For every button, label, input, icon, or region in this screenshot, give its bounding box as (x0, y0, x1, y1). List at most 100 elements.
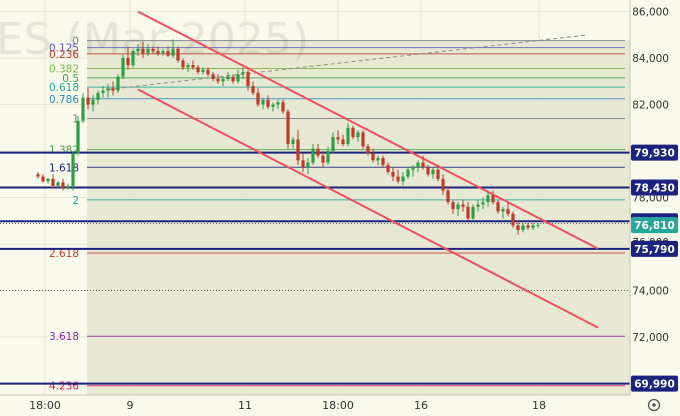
time-tick-label: 18 (532, 399, 546, 412)
candle-body (71, 153, 75, 186)
candle-body (276, 102, 280, 105)
fib-level-label: 3.618 (49, 331, 79, 343)
candle-body (181, 60, 185, 68)
candle-body (386, 164, 390, 172)
symbol-watermark: ES (Mar 2025) (0, 14, 309, 65)
time-tick-labels: 18:00 9 11 18:00 16 18 (29, 399, 546, 412)
fib-level-label: 0.382 (49, 64, 79, 76)
candle-body (176, 48, 180, 61)
candle-body (151, 48, 155, 52)
candle-body (316, 148, 320, 156)
candle-body (156, 51, 160, 54)
candle-body (391, 171, 395, 177)
candle-body (451, 202, 455, 210)
price-badge (631, 144, 678, 161)
candle-body (56, 182, 60, 186)
candle-body (191, 65, 195, 68)
candle-body (371, 153, 375, 161)
candle-body (171, 48, 175, 56)
candle-body (401, 176, 405, 182)
candle-body (291, 139, 295, 145)
candle-body (271, 104, 275, 107)
candle-body (301, 160, 305, 168)
fib-level-label: 0.618 (49, 82, 79, 94)
candle-body (436, 169, 440, 179)
candle-body (441, 178, 445, 191)
candle-body (306, 162, 310, 168)
price-badge (631, 375, 678, 392)
candle-body (376, 158, 380, 161)
candle-body (236, 74, 240, 82)
candle-body (311, 148, 315, 163)
time-tick-label: 18:00 (322, 399, 354, 412)
fib-level-label: 0.125 (49, 43, 79, 55)
candle-body (466, 206, 470, 219)
fib-level-label: 0.236 (49, 49, 79, 61)
fib-level-label: 1 (72, 114, 79, 126)
candle-body (166, 51, 170, 56)
candle-body (381, 158, 385, 165)
candle-body (106, 88, 110, 91)
price-badge (631, 240, 678, 257)
price-badge-label: 69,990 (634, 379, 675, 391)
candle-body (331, 137, 335, 152)
candle-body (231, 76, 235, 82)
candle-body (251, 85, 255, 93)
price-axis[interactable] (630, 0, 680, 416)
candle-body (246, 72, 250, 86)
candle-body (136, 48, 140, 52)
candle-body (521, 225, 525, 231)
price-badge (631, 179, 678, 196)
candle-body (91, 99, 95, 105)
candle-body (116, 76, 120, 91)
candle-body (476, 204, 480, 207)
candle-body (511, 213, 515, 226)
candle-body (456, 204, 460, 210)
price-badge-label: 75,790 (634, 244, 675, 256)
candle-body (211, 74, 215, 79)
candle-body (516, 225, 520, 231)
candle-body (126, 58, 130, 66)
candle-body (286, 111, 290, 145)
candle-body (481, 202, 485, 205)
candle-body (396, 176, 400, 182)
candle-body (471, 206, 475, 219)
candle-body (196, 67, 200, 73)
trend-lines (107, 10, 599, 329)
candle-body (491, 195, 495, 203)
candle-body (66, 185, 70, 189)
candle-body (321, 155, 325, 163)
candle-body (446, 190, 450, 203)
candle-body (336, 137, 340, 140)
channel-upper-line (137, 10, 599, 250)
fib-level-label: 0 (72, 36, 79, 48)
candle-body (506, 209, 510, 214)
candle-body (486, 195, 490, 203)
channel-lower-line (137, 88, 599, 329)
candle-body (146, 48, 150, 54)
horizontal-levels (0, 151, 630, 385)
candle-body (101, 90, 105, 93)
settings-gear-icon[interactable] (647, 398, 661, 412)
price-badge-label: 79,930 (634, 148, 675, 160)
candle-body (36, 174, 40, 177)
candle-body (141, 48, 145, 54)
candle-body (361, 132, 365, 147)
candle-body (431, 169, 435, 175)
time-axis[interactable] (0, 395, 630, 416)
time-tick-label: 9 (127, 399, 134, 412)
price-badge-label: 76,810 (634, 220, 675, 232)
candle-body (496, 202, 500, 212)
candle-body (536, 225, 540, 227)
candle-body (221, 79, 225, 82)
candle-body (501, 209, 505, 212)
candle-body (161, 51, 165, 54)
candle-body (526, 225, 530, 228)
candle-body (96, 92, 100, 100)
candle-body (266, 99, 270, 107)
time-tick-label: 11 (238, 399, 252, 412)
candle-body (121, 58, 125, 77)
